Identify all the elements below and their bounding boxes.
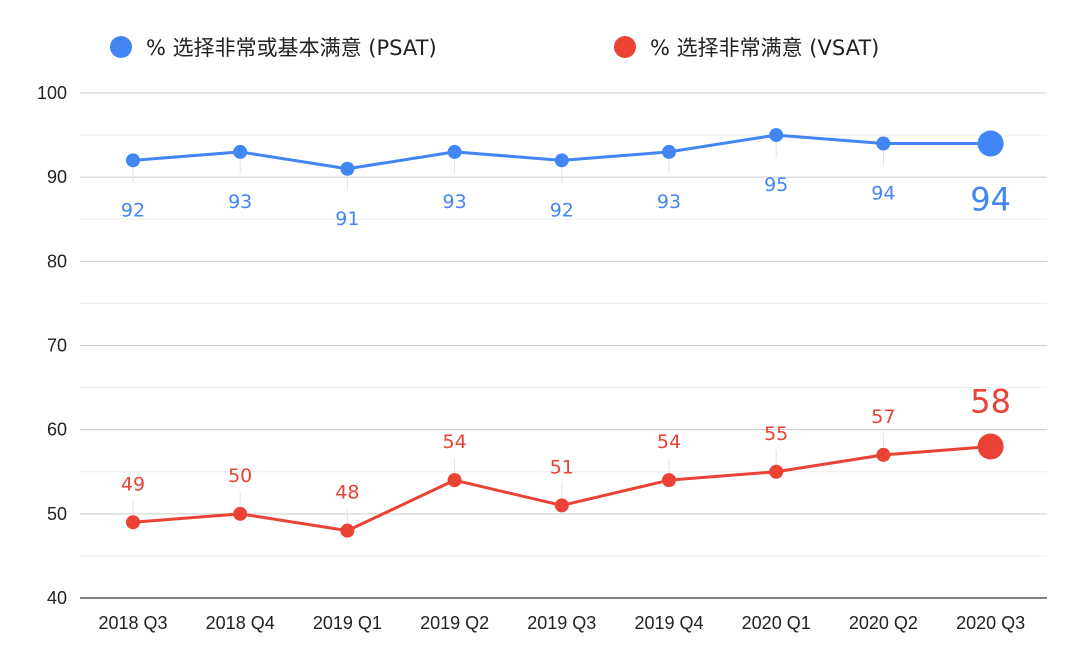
y-tick-label: 50: [47, 504, 67, 524]
data-point: [447, 473, 462, 488]
legend-label-vsat: % 选择非常满意 (VSAT): [650, 36, 880, 60]
data-label: 93: [443, 191, 467, 213]
data-label: 94: [970, 181, 1011, 219]
data-label: 54: [443, 431, 467, 453]
data-point: [233, 144, 248, 159]
data-label: 94: [871, 183, 895, 205]
data-label: 51: [550, 456, 574, 478]
data-label: 49: [121, 473, 145, 495]
data-label: 48: [335, 482, 359, 504]
series-layer: 92 93 91 93 92 93 95 94 94 49 50 48 54 51 54 55 57 58: [121, 128, 1011, 538]
data-label: 92: [121, 199, 145, 221]
series-psat: 92 93 91 93 92 93 95 94 94: [121, 128, 1011, 230]
data-point: [876, 447, 891, 462]
x-tick-label: 2019 Q2: [420, 613, 489, 633]
y-tick-label: 100: [37, 83, 67, 103]
data-point: [977, 433, 1004, 460]
data-label: 95: [764, 174, 788, 196]
data-label: 92: [550, 199, 574, 221]
data-point: [662, 144, 676, 159]
data-point: [233, 506, 248, 521]
series-vsat: 49 50 48 54 51 54 55 57 58: [121, 383, 1011, 538]
y-tick-label: 40: [47, 588, 67, 608]
legend-item-psat: % 选择非常或基本满意 (PSAT): [110, 32, 437, 62]
y-tick-label: 80: [47, 251, 67, 271]
y-axis: 40 50 60 70 80 90 100: [37, 83, 67, 608]
x-tick-label: 2019 Q1: [313, 613, 382, 633]
legend-item-vsat: % 选择非常满意 (VSAT): [614, 32, 879, 62]
data-point: [126, 153, 140, 168]
data-label: 91: [335, 208, 359, 230]
x-tick-label: 2018 Q3: [98, 613, 167, 633]
y-tick-label: 90: [47, 167, 67, 187]
gridlines: [80, 92, 1047, 599]
data-point: [977, 130, 1004, 157]
x-tick-label: 2020 Q3: [956, 613, 1025, 633]
data-point: [126, 515, 140, 530]
data-label: 93: [657, 191, 681, 213]
data-label: 55: [764, 423, 788, 445]
legend-label-psat: % 选择非常或基本满意 (PSAT): [146, 36, 437, 60]
data-label: 93: [228, 191, 252, 213]
data-point: [876, 136, 891, 151]
x-tick-label: 2019 Q3: [527, 613, 596, 633]
x-tick-label: 2018 Q4: [206, 613, 275, 633]
x-tick-label: 2019 Q4: [634, 613, 703, 633]
y-tick-label: 70: [47, 336, 67, 356]
data-label: 58: [970, 383, 1011, 421]
data-point: [447, 144, 462, 159]
x-tick-label: 2020 Q1: [742, 613, 811, 633]
data-label: 50: [228, 465, 252, 487]
x-tick-label: 2020 Q2: [849, 613, 918, 633]
data-point: [554, 153, 569, 168]
data-point: [769, 128, 784, 143]
legend-marker-vsat: [614, 36, 636, 58]
data-point: [769, 464, 784, 479]
y-tick-label: 60: [47, 420, 67, 440]
data-point: [340, 161, 355, 176]
legend-marker-psat: [110, 36, 132, 58]
data-point: [662, 473, 676, 488]
data-label: 57: [871, 406, 895, 428]
data-point: [340, 523, 355, 538]
data-point: [554, 498, 569, 513]
x-axis: 2018 Q3 2018 Q4 2019 Q1 2019 Q2 2019 Q3 2019 …: [98, 613, 1025, 633]
data-label: 54: [657, 431, 681, 453]
